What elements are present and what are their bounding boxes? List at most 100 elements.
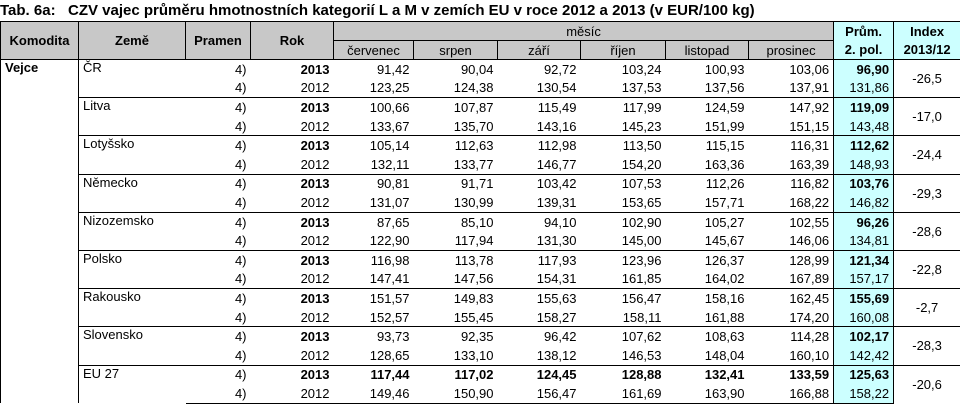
pramen: 4) — [234, 233, 247, 249]
average: 102,17 — [833, 326, 895, 346]
month-value: 116,98 — [333, 249, 414, 270]
table-row: 4) 2012 147,41 147,56 154,31 161,85 164,02 167,… — [1, 269, 960, 289]
year: 2013 — [250, 288, 334, 308]
month-value: 130,54 — [536, 80, 577, 96]
month-value: 115,49 — [497, 97, 581, 117]
month-value: 138,12 — [536, 347, 577, 363]
month-value: 133,59 — [748, 364, 835, 385]
pramen: 4) — [185, 326, 251, 346]
average: 131,86 — [833, 78, 895, 98]
month-value: 115,15 — [665, 135, 749, 155]
pramen: 4) — [234, 347, 247, 363]
month-value: 146,77 — [536, 156, 577, 172]
month-value: 158,11 — [622, 309, 662, 325]
average: 142,42 — [833, 345, 895, 365]
month-value: 128,88 — [580, 364, 666, 385]
year: 2012 — [300, 194, 330, 210]
table-row: 4) 2012 128,65 133,10 138,12 146,53 148,04 160,… — [1, 345, 960, 365]
average: 158,22 — [833, 384, 895, 404]
month-value: 151,57 — [333, 288, 414, 308]
average: 103,76 — [833, 173, 895, 194]
month-value: 137,91 — [748, 78, 835, 98]
country: Slovensko — [78, 326, 186, 365]
month-value: 112,26 — [665, 173, 749, 194]
month-value: 96,42 — [497, 326, 581, 346]
year: 2012 — [300, 80, 330, 96]
year: 2012 — [300, 271, 330, 287]
month-value: 147,92 — [748, 97, 835, 117]
header-month: srpen — [413, 40, 498, 60]
month-value: 100,66 — [333, 97, 414, 117]
month-value: 156,47 — [580, 288, 666, 308]
month-value: 93,73 — [333, 326, 414, 346]
pramen: 4) — [185, 97, 251, 117]
month-value: 164,02 — [704, 271, 745, 287]
month-value: 161,69 — [580, 384, 666, 404]
average: 160,08 — [833, 307, 895, 327]
month-value: 161,85 — [621, 271, 662, 287]
index: -26,5 — [893, 58, 960, 98]
year: 2013 — [250, 135, 334, 155]
month-value: 146,06 — [748, 231, 835, 251]
country: EU 27 — [78, 364, 186, 404]
month-value: 91,42 — [333, 58, 414, 79]
average: 96,90 — [833, 58, 895, 79]
month-value: 94,10 — [497, 211, 581, 232]
pramen: 4) — [185, 364, 251, 385]
pramen: 4) — [234, 156, 247, 172]
month-value: 146,53 — [621, 347, 662, 363]
index: -24,4 — [893, 135, 960, 175]
price-table: Komodita Země Pramen Rok měsíc Prům. Ind… — [0, 21, 960, 404]
average: 143,48 — [833, 116, 895, 136]
month-value: 90,81 — [333, 173, 414, 194]
month-value: 103,42 — [497, 173, 581, 194]
header-index-sub: 2013/12 — [893, 40, 960, 60]
month-value: 147,56 — [453, 271, 494, 287]
table-row: 4) 2012 122,90 117,94 131,30 145,00 145,67 146,… — [1, 231, 960, 251]
month-value: 154,31 — [536, 271, 577, 287]
header-month: červenec — [333, 40, 414, 60]
index: -17,0 — [893, 97, 960, 136]
pramen: 4) — [234, 271, 247, 287]
month-value: 133,10 — [453, 347, 494, 363]
month-value: 92,35 — [413, 326, 498, 346]
month-value: 135,70 — [453, 118, 494, 134]
month-value: 87,65 — [333, 211, 414, 232]
month-value: 112,98 — [497, 135, 581, 155]
month-value: 130,99 — [453, 194, 494, 210]
average: 146,82 — [833, 193, 895, 213]
average: 155,69 — [833, 288, 895, 308]
index: -22,8 — [893, 249, 960, 289]
table-row: 4) 2012 131,07 130,99 139,31 153,65 157,71 168,… — [1, 193, 960, 213]
month-value: 133,77 — [453, 156, 494, 172]
month-value: 154,20 — [621, 156, 662, 172]
month-value: 113,78 — [413, 249, 498, 270]
month-value: 155,63 — [497, 288, 581, 308]
month-value: 123,25 — [369, 80, 410, 96]
month-value: 90,04 — [413, 58, 498, 79]
header-prum: Prům. — [833, 21, 895, 41]
month-value: 85,10 — [413, 211, 498, 232]
month-value: 151,99 — [704, 118, 745, 134]
average: 157,17 — [833, 269, 895, 289]
month-value: 108,63 — [665, 326, 749, 346]
month-value: 105,27 — [665, 211, 749, 232]
table-row: Polsko 4) 2013 116,98 113,78 117,93 123,96 126,… — [1, 249, 960, 289]
year: 2012 — [300, 233, 330, 249]
month-value: 107,62 — [580, 326, 666, 346]
header-month: listopad — [665, 40, 749, 60]
average: 119,09 — [833, 97, 895, 117]
month-value: 116,82 — [748, 173, 835, 194]
month-value: 162,45 — [748, 288, 835, 308]
table-row: Lotyšsko 4) 2013 105,14 112,63 112,98 113,50 11… — [1, 135, 960, 175]
month-value: 123,96 — [580, 249, 666, 270]
month-value: 113,50 — [580, 135, 666, 155]
average: 125,63 — [833, 364, 895, 385]
year: 2012 — [300, 347, 330, 363]
month-value: 102,55 — [748, 211, 835, 232]
year: 2013 — [250, 58, 334, 79]
month-value: 156,47 — [497, 384, 581, 404]
pramen: 4) — [234, 194, 247, 210]
month-value: 103,24 — [580, 58, 666, 79]
